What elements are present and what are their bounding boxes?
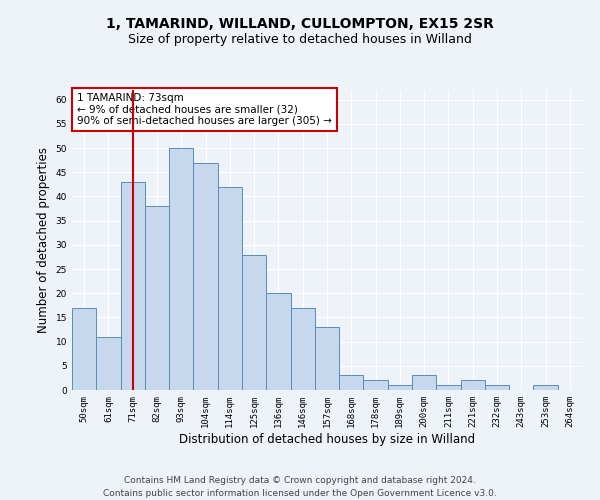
Bar xyxy=(461,380,485,390)
Text: 1 TAMARIND: 73sqm
← 9% of detached houses are smaller (32)
90% of semi-detached : 1 TAMARIND: 73sqm ← 9% of detached house… xyxy=(77,93,332,126)
Bar xyxy=(436,385,461,390)
Bar xyxy=(290,308,315,390)
Bar xyxy=(339,376,364,390)
Bar xyxy=(533,385,558,390)
Bar xyxy=(315,327,339,390)
Bar xyxy=(72,308,96,390)
Y-axis label: Number of detached properties: Number of detached properties xyxy=(37,147,50,333)
Bar xyxy=(218,187,242,390)
X-axis label: Distribution of detached houses by size in Willand: Distribution of detached houses by size … xyxy=(179,432,475,446)
Text: 1, TAMARIND, WILLAND, CULLOMPTON, EX15 2SR: 1, TAMARIND, WILLAND, CULLOMPTON, EX15 2… xyxy=(106,18,494,32)
Bar xyxy=(145,206,169,390)
Bar xyxy=(364,380,388,390)
Bar xyxy=(193,162,218,390)
Bar xyxy=(121,182,145,390)
Bar xyxy=(96,337,121,390)
Bar xyxy=(242,254,266,390)
Bar xyxy=(266,293,290,390)
Text: Contains HM Land Registry data © Crown copyright and database right 2024.
Contai: Contains HM Land Registry data © Crown c… xyxy=(103,476,497,498)
Bar xyxy=(485,385,509,390)
Bar xyxy=(169,148,193,390)
Text: Size of property relative to detached houses in Willand: Size of property relative to detached ho… xyxy=(128,32,472,46)
Bar xyxy=(412,376,436,390)
Bar xyxy=(388,385,412,390)
